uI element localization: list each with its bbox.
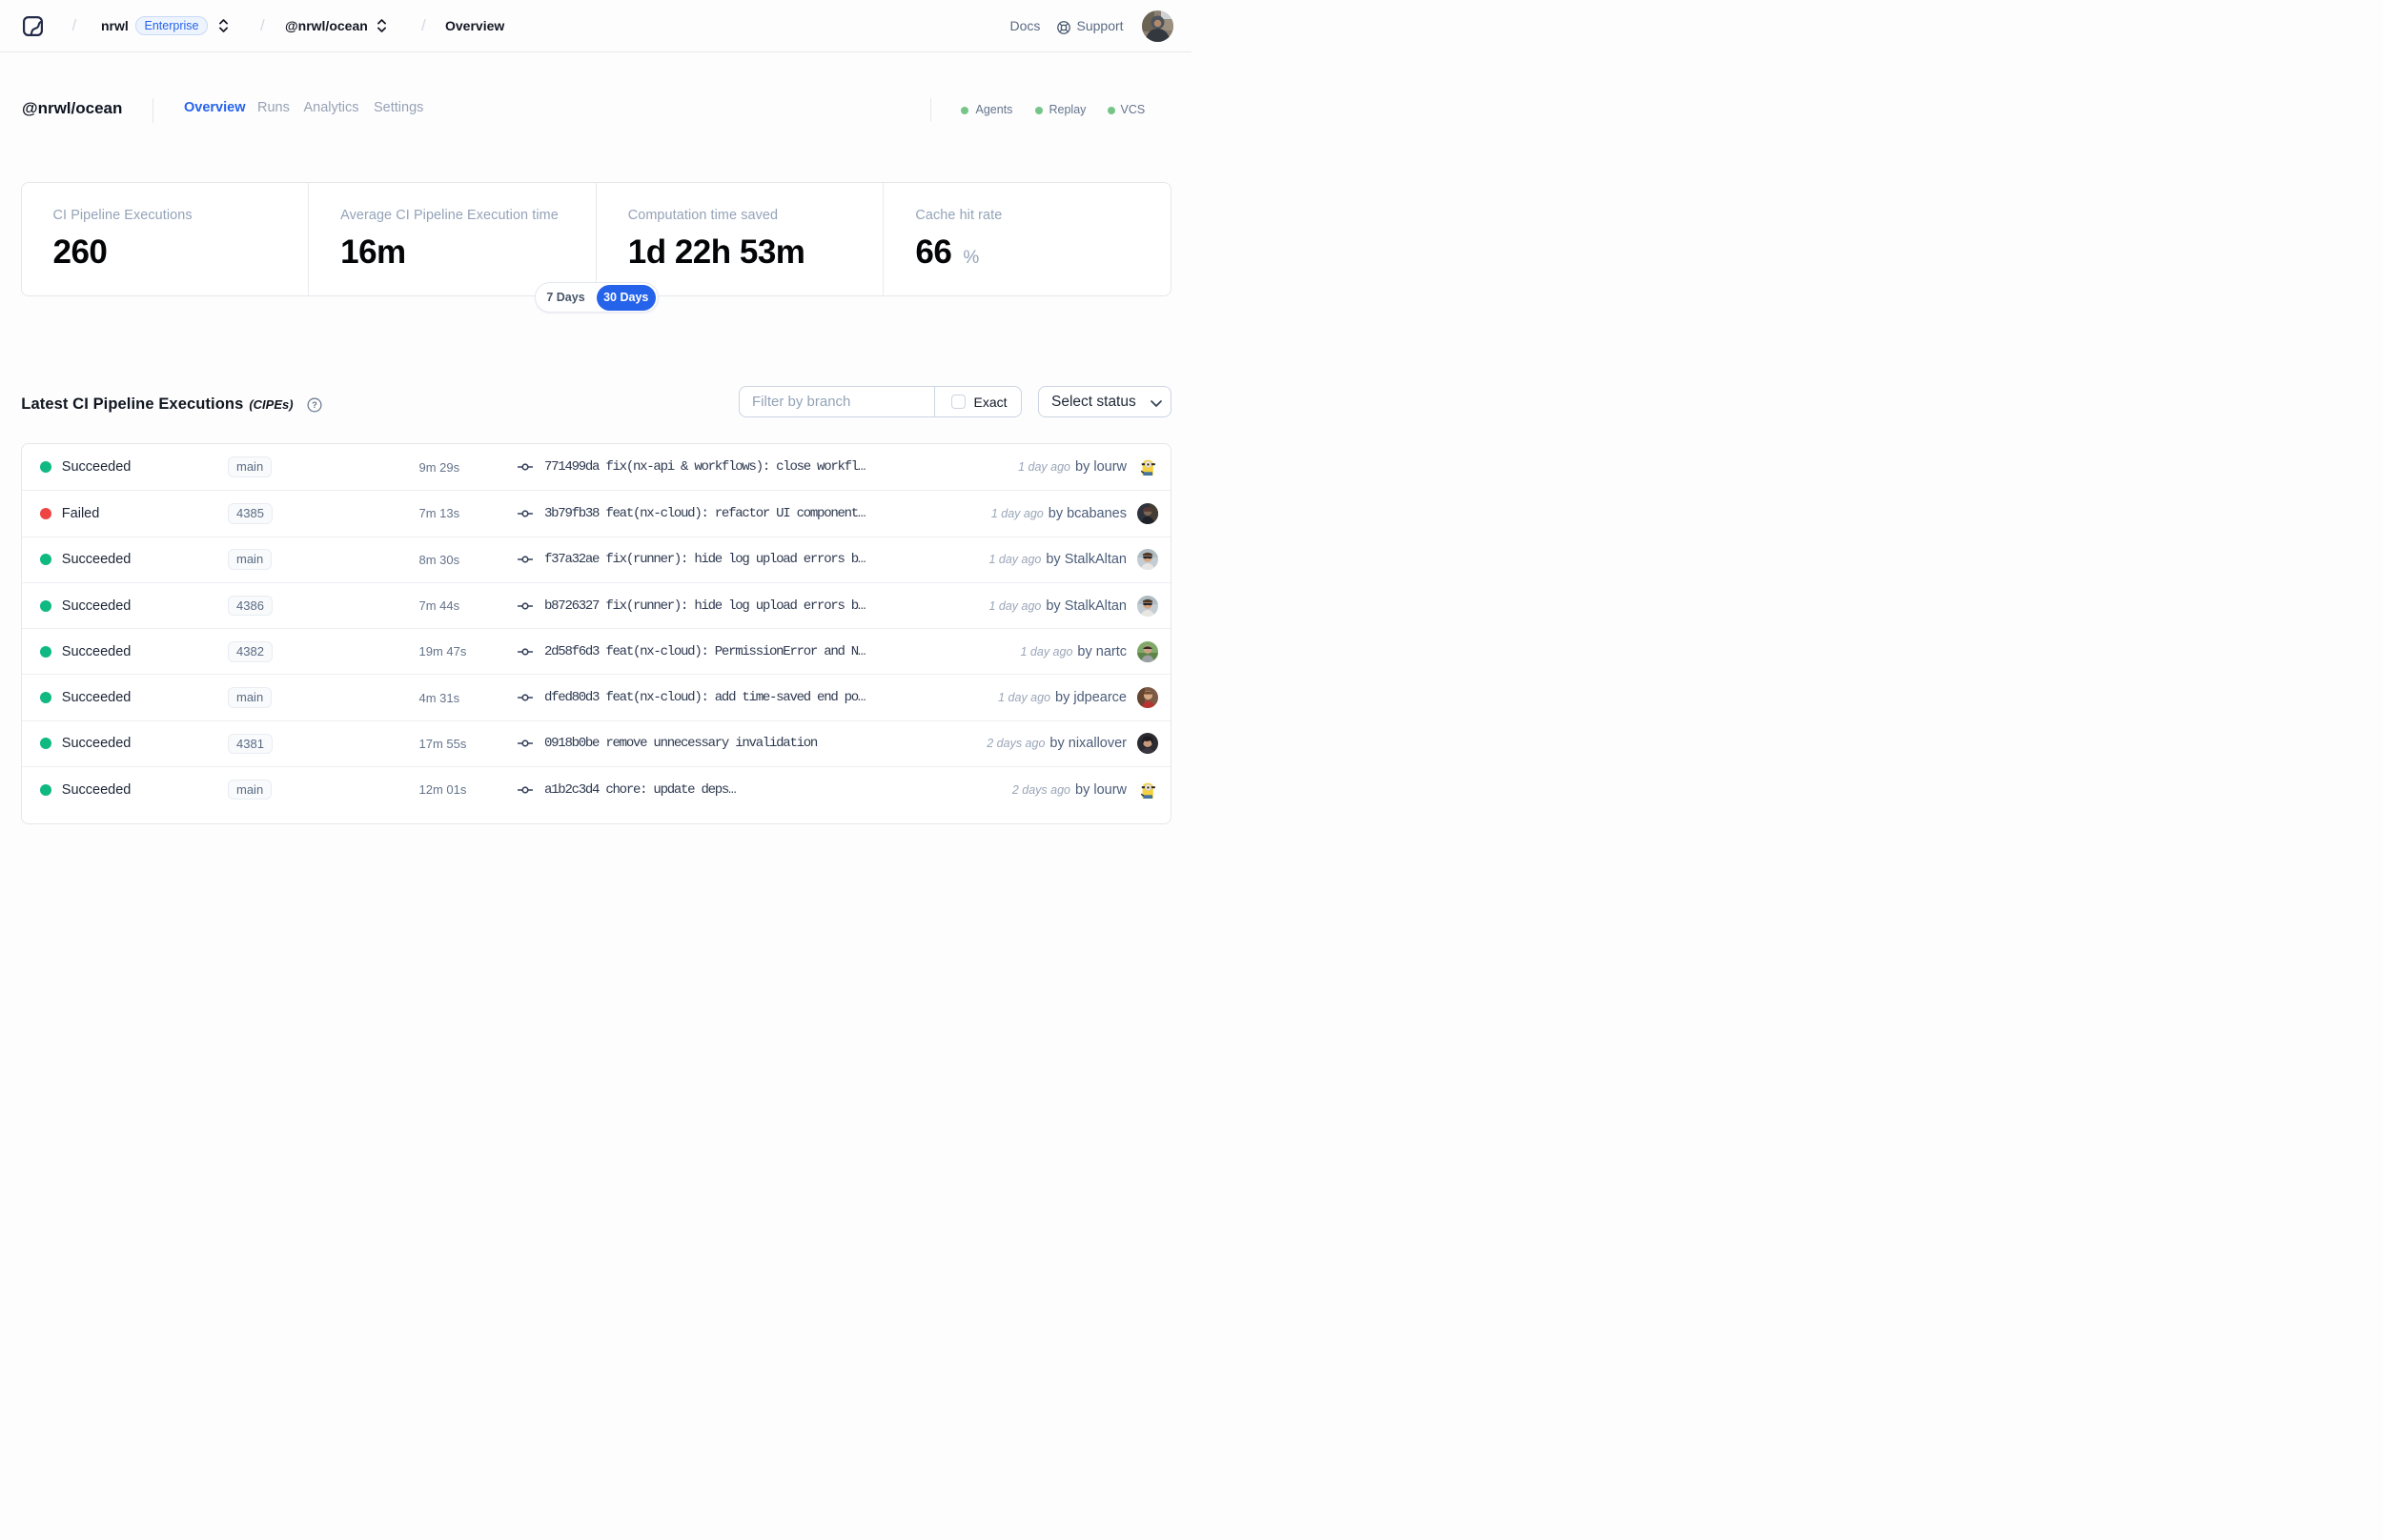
svg-text:?: ? <box>312 400 317 410</box>
